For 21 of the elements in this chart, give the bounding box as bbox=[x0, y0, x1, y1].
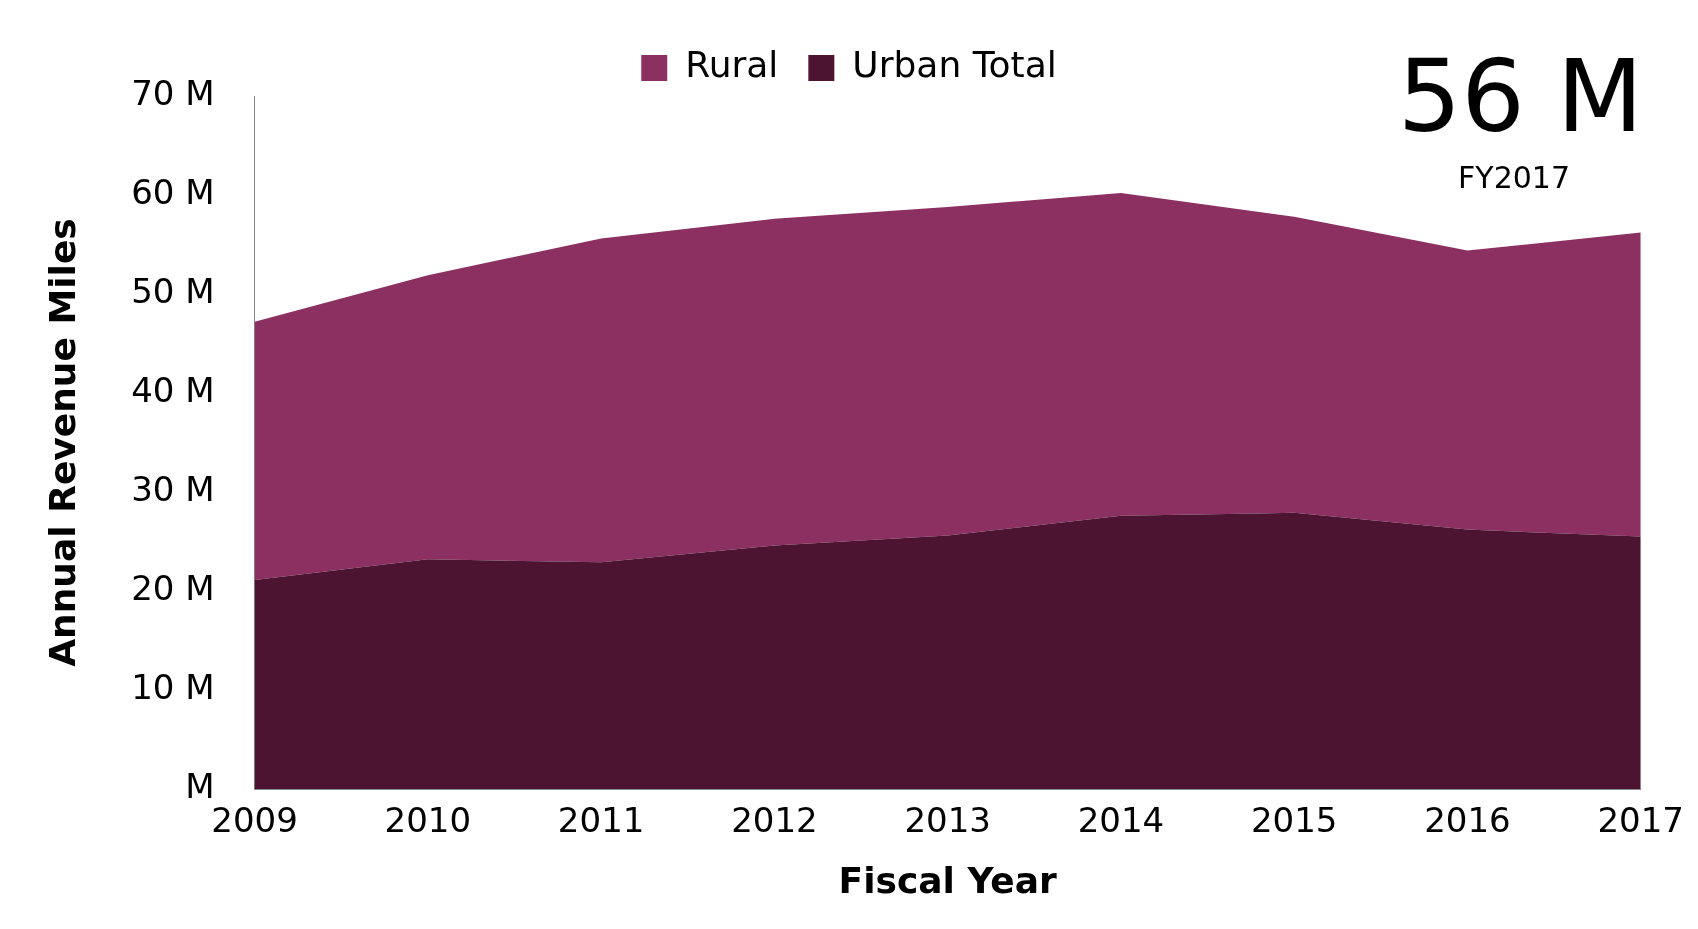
legend-label: Rural bbox=[685, 44, 779, 86]
x-tick-label: 2017 bbox=[1597, 800, 1684, 841]
x-tick-label: 2013 bbox=[904, 800, 991, 841]
y-tick-label: 70 M bbox=[131, 72, 215, 113]
y-tick-label: 20 M bbox=[131, 567, 215, 608]
y-tick-label: 30 M bbox=[131, 468, 215, 509]
y-tick-label: 10 M bbox=[131, 666, 215, 707]
x-tick-label: 2014 bbox=[1077, 800, 1165, 841]
y-axis-title: Annual Revenue Miles bbox=[41, 218, 83, 667]
x-axis-title: Fiscal Year bbox=[838, 859, 1057, 901]
y-tick-label: 60 M bbox=[131, 171, 215, 212]
legend-label: Urban Total bbox=[852, 44, 1057, 86]
x-tick-label: 2011 bbox=[557, 800, 645, 841]
y-tick-label: 50 M bbox=[131, 270, 215, 311]
x-tick-label: 2015 bbox=[1250, 800, 1338, 841]
y-tick-label: 40 M bbox=[131, 369, 215, 410]
x-tick-label: 2010 bbox=[384, 800, 472, 841]
x-tick-label: 2012 bbox=[731, 800, 818, 841]
annotation: 56 M bbox=[1397, 38, 1643, 155]
annotation: FY2017 bbox=[1458, 160, 1570, 195]
x-tick-label: 2016 bbox=[1424, 800, 1511, 841]
